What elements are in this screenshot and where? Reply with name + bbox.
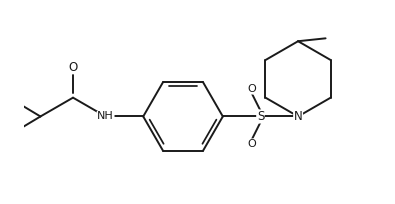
Text: S: S — [257, 110, 264, 123]
Text: N: N — [294, 110, 303, 123]
Text: NH: NH — [97, 111, 114, 121]
Text: O: O — [68, 61, 78, 74]
Text: O: O — [247, 84, 256, 94]
Text: O: O — [247, 139, 256, 149]
